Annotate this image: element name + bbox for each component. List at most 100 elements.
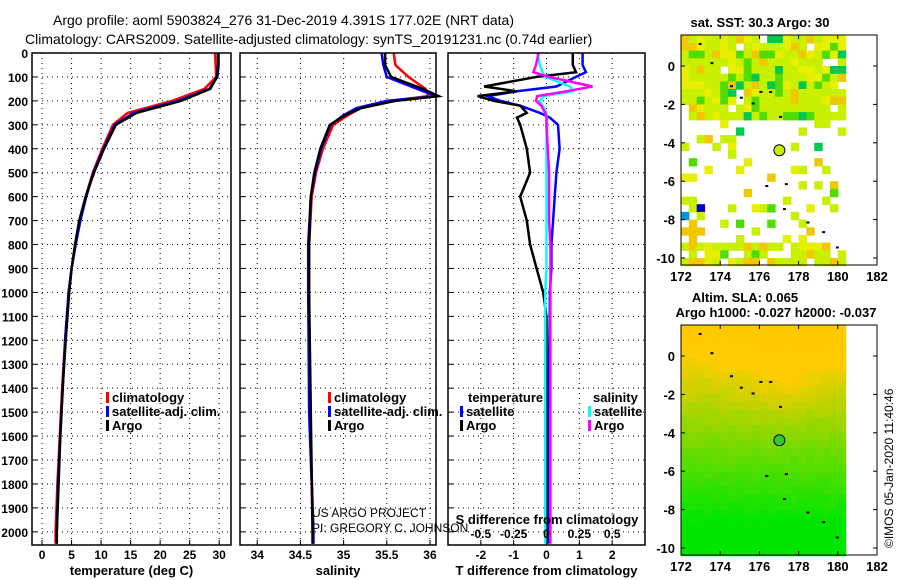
temperature-line-satellite-adj-clim- <box>55 53 220 544</box>
map-cell <box>798 417 807 426</box>
difference-line-temperature-satellite <box>482 53 588 544</box>
map-cell <box>735 371 745 380</box>
map-cell <box>728 348 737 357</box>
map-cell <box>720 432 729 442</box>
depth-tick-label: 1200 <box>1 334 28 348</box>
map-cell <box>767 35 776 44</box>
map-cell <box>728 89 737 98</box>
map-cell <box>814 525 823 534</box>
island-mark <box>751 102 755 105</box>
map-cell <box>720 73 729 82</box>
map-cell <box>806 104 815 113</box>
map-cell <box>822 509 831 518</box>
map-cell <box>782 455 792 465</box>
map-cell <box>681 73 690 82</box>
map-cell <box>767 371 776 380</box>
map-cell <box>712 494 721 503</box>
map-cell <box>806 333 815 342</box>
map-cell <box>837 50 847 59</box>
map-cell <box>735 548 745 557</box>
map-cell <box>688 478 698 488</box>
longitude-tick-label: 182 <box>866 559 888 574</box>
map-cell <box>688 348 698 357</box>
map-cell <box>728 112 737 121</box>
map-cell <box>735 532 745 541</box>
temperature-panel-frame <box>31 52 232 546</box>
map-cell <box>837 104 847 113</box>
difference-salinity-legend-swatch <box>588 406 591 417</box>
imos-timestamp: ©IMOS 05-Jan-2020 11:40:46 <box>882 388 896 548</box>
depth-tick-label: 600 <box>8 191 28 205</box>
s-difference-tick-label: 0 <box>543 527 550 541</box>
latitude-tick-label: -2 <box>663 97 675 112</box>
map-cell <box>751 96 760 105</box>
island-mark <box>759 90 763 93</box>
map-cell <box>688 548 698 557</box>
map-cell <box>822 363 831 372</box>
salinity-legend-label: climatology <box>334 390 407 405</box>
map-cell <box>837 386 847 395</box>
map-cell <box>822 340 831 349</box>
island-mark <box>698 42 702 45</box>
map-cell <box>743 532 753 541</box>
map-cell <box>712 112 721 121</box>
s-difference-tick-label: -0.25 <box>500 527 528 541</box>
map-cell <box>743 540 753 549</box>
map-cell <box>837 494 847 503</box>
map-cell <box>814 402 823 411</box>
map-cell <box>782 478 792 488</box>
difference-temperature-legend-label: satellite <box>466 404 514 419</box>
map-cell <box>720 509 729 518</box>
map-cell <box>688 58 698 67</box>
map-cell <box>728 333 737 342</box>
map-cell <box>720 219 729 228</box>
map-cell <box>806 50 815 59</box>
map-cell <box>822 348 831 357</box>
map-cell <box>743 89 753 98</box>
map-cell <box>798 340 807 349</box>
map-cell <box>688 432 698 442</box>
map-cell <box>696 409 706 419</box>
map-cell <box>743 455 753 465</box>
map-cell <box>806 325 815 334</box>
map-cell <box>767 425 776 434</box>
map-cell <box>798 43 807 52</box>
map-cell <box>782 409 792 419</box>
map-cell <box>728 242 737 251</box>
map-cell <box>790 394 800 403</box>
map-cell <box>735 219 745 228</box>
map-cell <box>681 432 690 442</box>
map-cell <box>728 340 737 349</box>
map-cell <box>743 402 753 411</box>
map-cell <box>837 363 847 372</box>
map-cell <box>814 50 823 59</box>
map-cell <box>822 379 831 388</box>
map-cell <box>767 66 776 75</box>
map-cell <box>798 73 807 82</box>
map-cell <box>720 348 729 357</box>
map-cell <box>775 525 784 534</box>
map-cell <box>830 386 839 395</box>
map-cell <box>743 517 753 526</box>
depth-tick-label: 500 <box>8 167 28 181</box>
map-cell <box>759 386 768 395</box>
depth-tick-label: 800 <box>8 239 28 253</box>
map-cell <box>814 333 823 342</box>
map-cell <box>720 104 729 113</box>
map-cell <box>798 402 807 411</box>
map-cell <box>743 432 753 442</box>
map-cell <box>735 379 745 388</box>
longitude-tick-label: 176 <box>749 269 771 284</box>
map-cell <box>822 394 831 403</box>
map-cell <box>720 50 729 59</box>
map-cell <box>782 486 792 495</box>
latitude-tick-label: -6 <box>663 464 675 479</box>
map-cell <box>798 89 807 98</box>
map-cell <box>782 402 792 411</box>
map-cell <box>704 501 713 511</box>
map-cell <box>743 81 753 90</box>
map-cell <box>704 417 713 426</box>
map-cell <box>743 486 753 495</box>
map-cell <box>822 540 831 549</box>
map-cell <box>837 448 847 457</box>
